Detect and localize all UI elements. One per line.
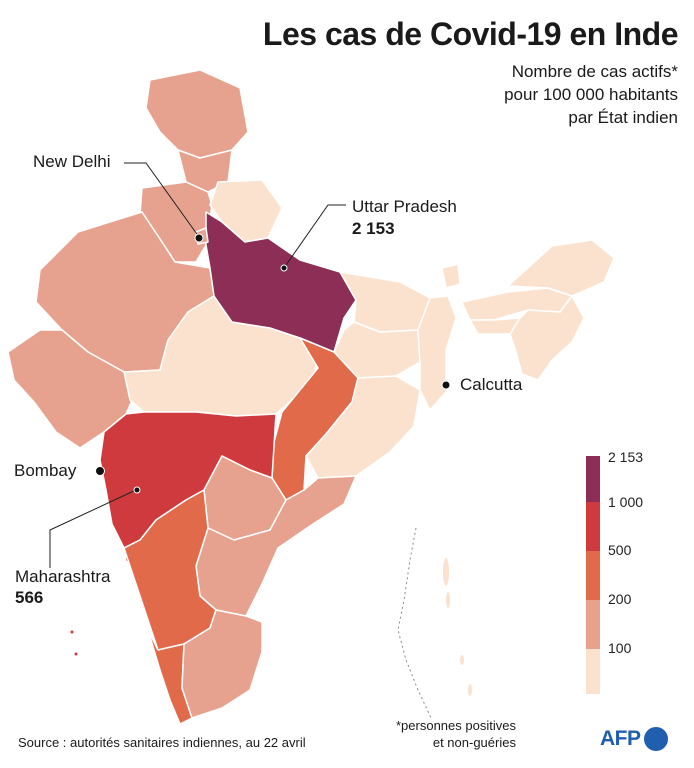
legend-tick-100: 100 xyxy=(608,640,632,656)
afp-logo-text: AFP xyxy=(600,727,641,750)
lakshadweep-1 xyxy=(70,630,74,634)
region-andhra xyxy=(195,475,357,617)
label-bombay: Bombay xyxy=(14,461,77,480)
andaman-boundary xyxy=(397,527,433,721)
region-karnataka xyxy=(123,489,217,651)
value-uttar-pradesh: 2 153 xyxy=(352,219,395,238)
lakshadweep-2 xyxy=(74,652,78,656)
afp-logo-circle xyxy=(643,727,668,751)
region-uttar-pradesh xyxy=(205,211,357,353)
legend-swatch-100-200 xyxy=(586,600,600,649)
label-new-delhi: New Delhi xyxy=(33,152,111,171)
andaman-island-1 xyxy=(443,558,449,586)
region-sikkim xyxy=(441,263,461,289)
legend-swatch-1000-2153 xyxy=(586,456,600,502)
source-credit: Source : autorités sanitaires indiennes,… xyxy=(18,735,306,750)
legend-tick-2153: 2 153 xyxy=(608,449,644,465)
subtitle-line-2: pour 100 000 habitants xyxy=(504,85,678,104)
legend-swatch-200-500 xyxy=(586,551,600,600)
label-calcutta: Calcutta xyxy=(460,375,523,394)
legend-tick-200: 200 xyxy=(608,591,632,607)
footnote-line-2: et non-guéries xyxy=(432,735,516,750)
legend-tick-1000: 1 000 xyxy=(608,494,644,510)
footnote: *personnes positives et non-guéries xyxy=(396,717,516,751)
afp-logo: AFP xyxy=(600,727,668,751)
dot-bombay xyxy=(95,466,105,476)
legend-swatch-500-1000 xyxy=(586,502,600,551)
label-maharashtra: Maharashtra xyxy=(15,567,111,586)
dot-uttar-pradesh xyxy=(280,264,288,272)
nicobar-island-2 xyxy=(468,684,472,696)
value-maharashtra: 566 xyxy=(15,588,44,607)
region-arunachal xyxy=(507,239,615,297)
leader-uttar-pradesh xyxy=(283,204,346,269)
subtitle-line-1: Nombre de cas actifs* xyxy=(511,62,678,81)
dot-maharashtra xyxy=(133,486,141,494)
region-tamil-nadu xyxy=(181,609,263,719)
dot-new-delhi xyxy=(194,233,204,243)
map-title: Les cas de Covid-19 en Inde xyxy=(262,16,679,52)
region-jammu-kashmir xyxy=(145,69,249,159)
andaman-island-2 xyxy=(446,592,450,608)
subtitle-line-3: par État indien xyxy=(568,108,678,127)
leader-maharashtra xyxy=(49,489,137,568)
leader-new-delhi xyxy=(124,162,200,238)
map-subtitle: Nombre de cas actifs* pour 100 000 habit… xyxy=(504,60,678,129)
legend-swatch-0-100 xyxy=(586,649,600,694)
region-northeast-small xyxy=(509,295,585,381)
footnote-line-1: *personnes positives xyxy=(396,718,516,733)
dot-calcutta xyxy=(441,380,451,390)
legend-tick-500: 500 xyxy=(608,542,632,558)
region-west-bengal xyxy=(417,295,457,411)
label-uttar-pradesh: Uttar Pradesh xyxy=(352,197,457,216)
nicobar-island-1 xyxy=(460,655,464,665)
